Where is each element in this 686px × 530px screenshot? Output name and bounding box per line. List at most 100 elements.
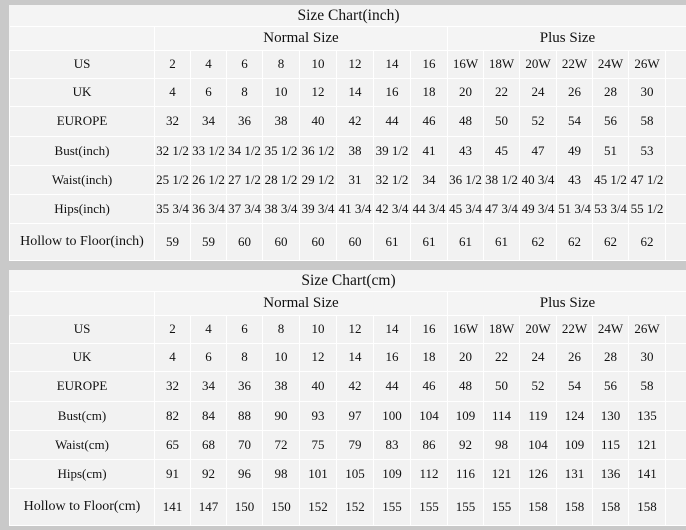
cell: 35 1/2 (262, 136, 300, 166)
cell: 33 1/2 (190, 136, 227, 166)
cell: 2 (154, 315, 191, 344)
cell: 41 (410, 136, 448, 166)
cell: 22 (483, 343, 520, 372)
size-chart-cm-block: Size Chart(cm) Normal Size Plus Size US … (9, 270, 686, 526)
cell: 97 (336, 401, 374, 431)
cell: 38 (336, 136, 374, 166)
cell: 16 (373, 78, 411, 107)
cell: 47 1/2 (628, 165, 666, 195)
cell: 83 (373, 430, 411, 460)
table-row: Hips(cm) 91 92 96 98 101 105 109 112 116… (9, 459, 686, 489)
cell: 131 (556, 459, 593, 489)
cell: 24W (592, 315, 629, 344)
cell: 42 (336, 106, 374, 137)
cell: 39 1/2 (373, 136, 411, 166)
cell: 36 1/2 (447, 165, 484, 195)
cell: 60 (336, 223, 374, 261)
cell: 59 (190, 223, 227, 261)
cell: 105 (336, 459, 374, 489)
group-header-corner (9, 26, 155, 51)
cell: 61 (447, 223, 484, 261)
row-label-europe: EUROPE (9, 106, 155, 137)
cell: 26 (556, 343, 593, 372)
cell: 39 3/4 (299, 194, 337, 224)
cell: 158 (592, 488, 629, 526)
cell: 38 (262, 371, 300, 402)
cell: 32 1/2 (373, 165, 411, 195)
cell: 48 (447, 371, 484, 402)
page-bottom-filler (0, 526, 686, 530)
cell: 22W (556, 315, 593, 344)
table-row: Bust(inch) 32 1/2 33 1/2 34 1/2 35 1/2 3… (9, 136, 686, 166)
row-label-hips: Hips(cm) (9, 459, 155, 489)
cell: 26 1/2 (190, 165, 227, 195)
table-row: UK 4 6 8 10 12 14 16 18 20 22 24 26 28 3… (9, 78, 686, 107)
cell: 2 (154, 50, 191, 79)
cell: 158 (556, 488, 593, 526)
cell: 14 (373, 50, 411, 79)
cell: 126 (519, 459, 557, 489)
cell: 51 (592, 136, 629, 166)
cell: 52 (519, 106, 557, 137)
row-end-spacer (664, 459, 686, 489)
row-end-spacer (664, 488, 686, 526)
table-row: Hollow to Floor(inch) 59 59 60 60 60 60 … (9, 223, 686, 261)
cell: 47 3/4 (483, 194, 520, 224)
table-row: EUROPE 32 34 36 38 40 42 44 46 48 50 52 … (9, 106, 686, 137)
cell: 25 1/2 (154, 165, 191, 195)
cell: 32 (154, 106, 191, 137)
cell: 54 (556, 106, 593, 137)
cell: 37 3/4 (226, 194, 263, 224)
cell: 90 (262, 401, 300, 431)
cell: 24 (519, 343, 557, 372)
cell: 53 3/4 (592, 194, 629, 224)
cell: 155 (483, 488, 520, 526)
cell: 116 (447, 459, 484, 489)
row-label-us: US (9, 315, 155, 344)
group-header-normal-size: Normal Size (154, 291, 448, 316)
table-row: Hips(inch) 35 3/4 36 3/4 37 3/4 38 3/4 3… (9, 194, 686, 224)
cell: 6 (226, 315, 263, 344)
cell: 34 (190, 106, 227, 137)
cell: 38 3/4 (262, 194, 300, 224)
cell: 152 (299, 488, 337, 526)
cell: 65 (154, 430, 191, 460)
table-row: US 2 4 6 8 10 12 14 16 16W 18W 20W 22W 2… (9, 315, 686, 344)
cell: 60 (262, 223, 300, 261)
cell: 42 3/4 (373, 194, 411, 224)
group-header-plus-size: Plus Size (446, 26, 686, 51)
cell: 109 (556, 430, 593, 460)
cell: 38 (262, 106, 300, 137)
cell: 10 (262, 343, 300, 372)
cell: 22 (483, 78, 520, 107)
row-end-spacer (664, 430, 686, 460)
cell: 50 (483, 106, 520, 137)
cell: 26 (556, 78, 593, 107)
row-end-spacer (664, 165, 686, 195)
cell: 35 3/4 (154, 194, 191, 224)
row-label-uk: UK (9, 343, 155, 372)
cell: 14 (373, 315, 411, 344)
cell: 14 (336, 343, 374, 372)
row-end-spacer (664, 343, 686, 372)
cell: 12 (336, 315, 374, 344)
cell: 84 (190, 401, 227, 431)
cell: 40 (299, 106, 337, 137)
cell: 101 (299, 459, 337, 489)
cell: 40 (299, 371, 337, 402)
cell: 18 (410, 78, 448, 107)
cell: 93 (299, 401, 337, 431)
table-title-row: Size Chart(cm) (9, 270, 686, 292)
cell: 32 1/2 (154, 136, 191, 166)
cell: 16W (447, 315, 484, 344)
row-end-spacer (664, 371, 686, 402)
cell: 88 (226, 401, 263, 431)
cell: 141 (154, 488, 191, 526)
cell: 6 (190, 343, 227, 372)
cell: 119 (519, 401, 557, 431)
row-label-waist: Waist(cm) (9, 430, 155, 460)
table-title-row: Size Chart(inch) (9, 5, 686, 27)
cell: 92 (190, 459, 227, 489)
cell: 36 (226, 106, 263, 137)
table-title: Size Chart(cm) (9, 270, 686, 292)
